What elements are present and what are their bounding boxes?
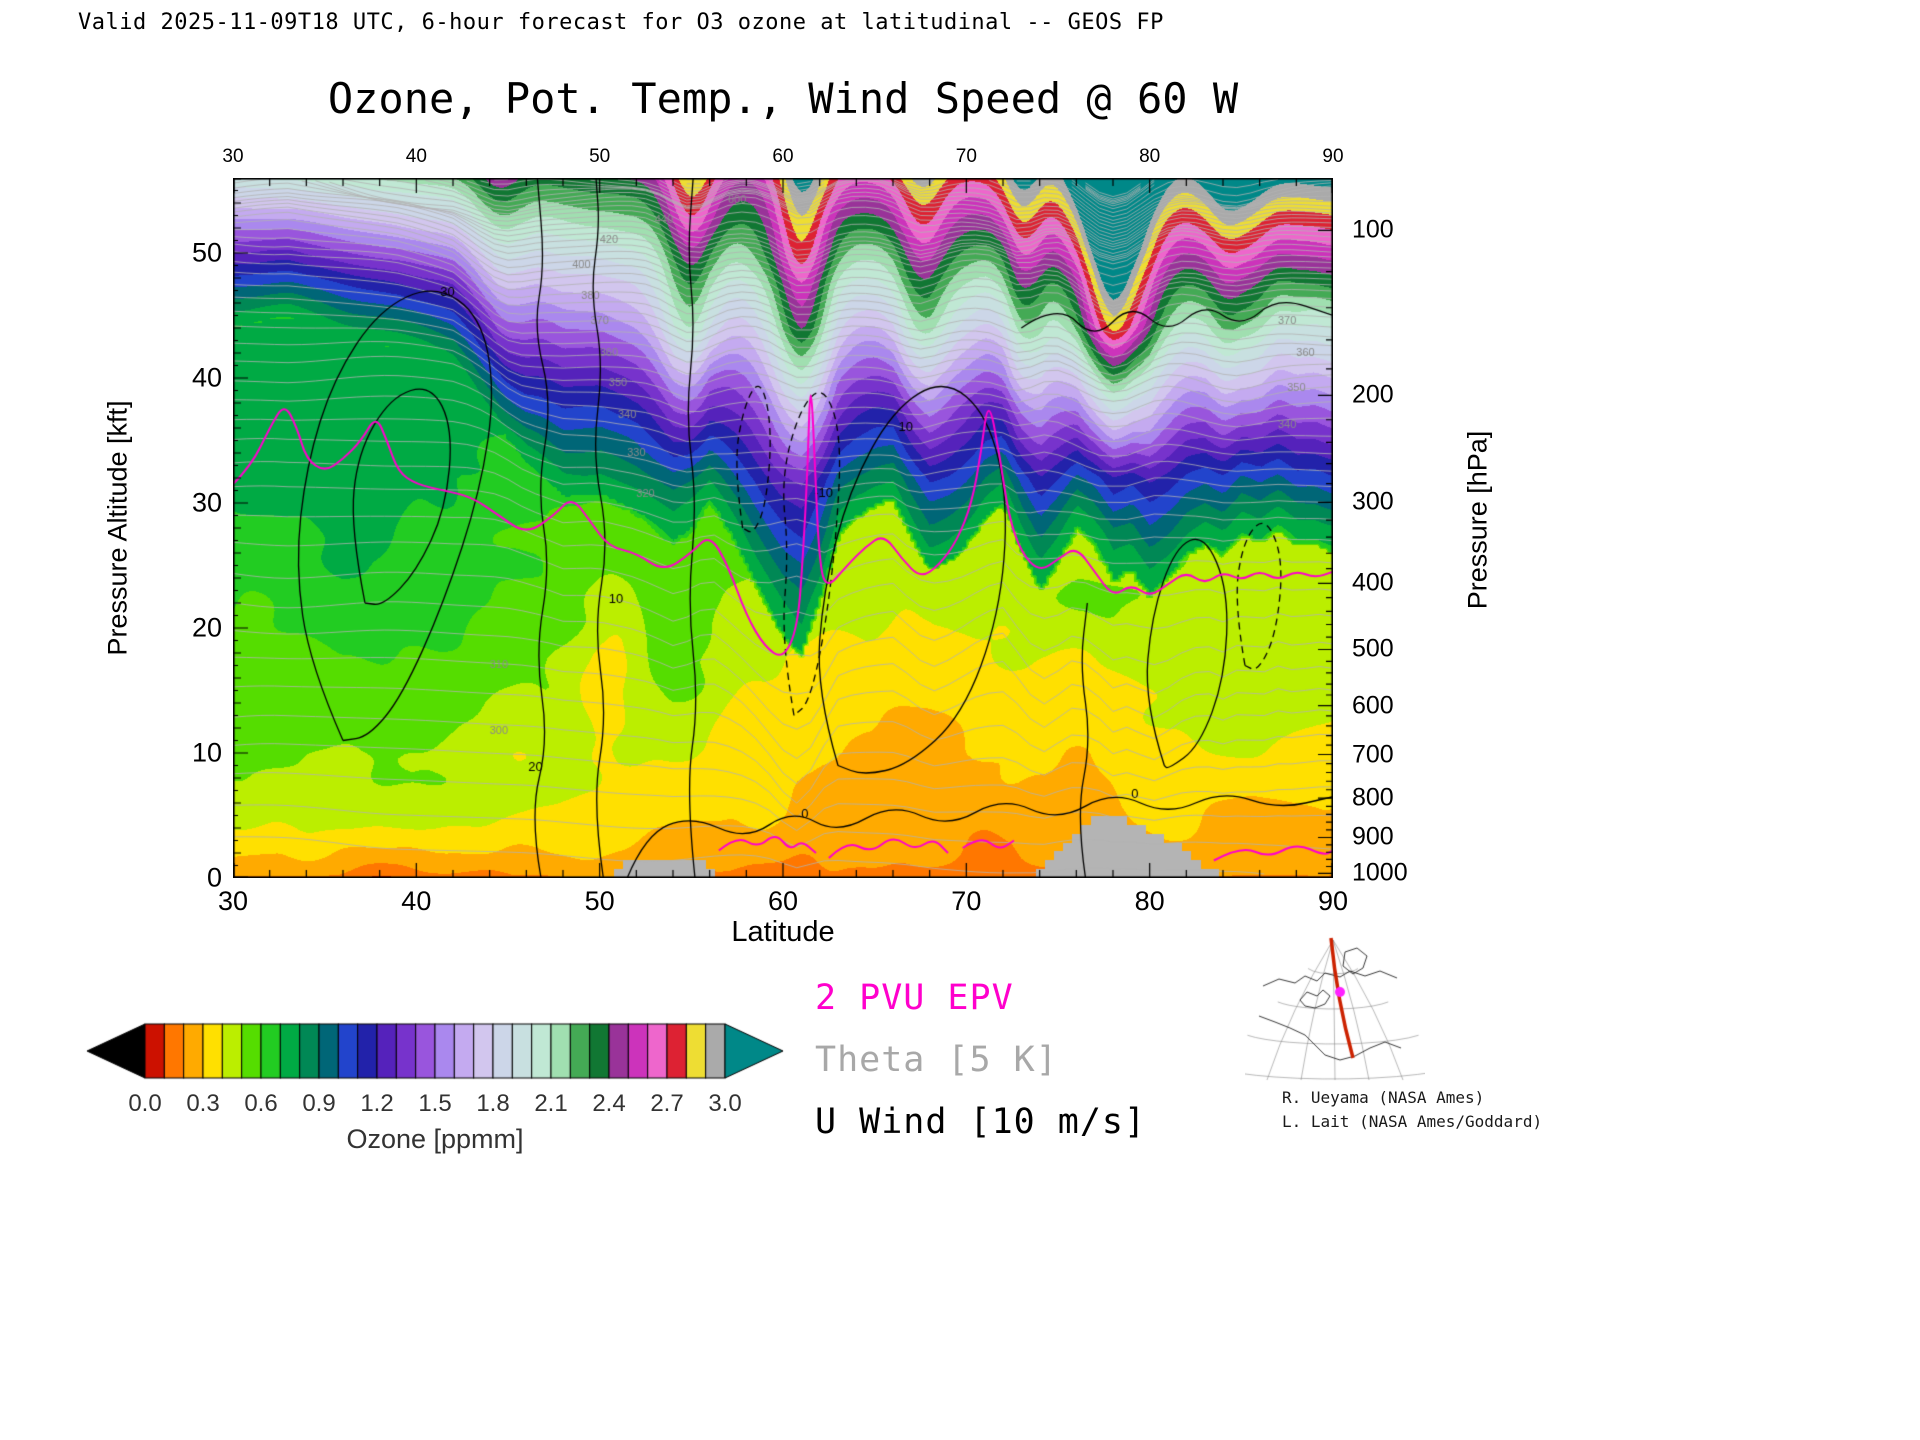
tick-label: 2.7 bbox=[650, 1090, 684, 1117]
tick-label: 2.1 bbox=[534, 1090, 568, 1117]
tick-label: 300 bbox=[1352, 487, 1394, 516]
tick-label: 60 bbox=[767, 886, 799, 916]
chart-title: Ozone, Pot. Temp., Wind Speed @ 60 W bbox=[327, 74, 1239, 123]
tick-label: 600 bbox=[1352, 691, 1394, 720]
header-valid-line: Valid 2025-11-09T18 UTC, 6-hour forecast… bbox=[78, 10, 1164, 35]
cross-section-plot bbox=[233, 178, 1333, 878]
tick-label: 400 bbox=[1352, 568, 1394, 597]
tick-label: 70 bbox=[951, 886, 982, 916]
tick-label: 90 bbox=[1317, 886, 1349, 916]
tick-label: 50 bbox=[589, 146, 611, 167]
legend-uwind-label: U Wind [10 m/s] bbox=[815, 1102, 1147, 1142]
colorbar bbox=[85, 1018, 785, 1084]
tick-label: 0.9 bbox=[302, 1090, 336, 1117]
tick-label: 1.5 bbox=[418, 1090, 452, 1117]
tick-label: 40 bbox=[191, 362, 222, 393]
tick-label: 900 bbox=[1352, 822, 1394, 851]
tick-label: 20 bbox=[191, 612, 222, 643]
tick-label: 1000 bbox=[1352, 858, 1408, 887]
tick-label: 50 bbox=[191, 237, 222, 268]
tick-label: 80 bbox=[1139, 146, 1161, 167]
tick-label: 40 bbox=[401, 886, 432, 916]
tick-label: 50 bbox=[584, 886, 615, 916]
y-axis-right-label: Pressure [hPa] bbox=[1462, 430, 1493, 610]
x-axis-label: Latitude bbox=[731, 916, 835, 948]
tick-label: 0.0 bbox=[128, 1090, 162, 1117]
legend-epv-label: 2 PVU EPV bbox=[815, 978, 1014, 1018]
tick-label: 30 bbox=[222, 146, 244, 167]
y-axis-left-label: Pressure Altitude [kft] bbox=[102, 400, 133, 656]
legend-theta-label: Theta [5 K] bbox=[815, 1040, 1058, 1080]
inset-map bbox=[1245, 930, 1425, 1090]
tick-label: 200 bbox=[1352, 380, 1394, 409]
tick-label: 700 bbox=[1352, 740, 1394, 769]
tick-label: 0 bbox=[206, 862, 222, 893]
tick-label: 0.3 bbox=[186, 1090, 220, 1117]
tick-label: 0.6 bbox=[244, 1090, 278, 1117]
tick-label: 1.8 bbox=[476, 1090, 510, 1117]
tick-label: 60 bbox=[772, 146, 794, 167]
tick-label: 70 bbox=[955, 146, 977, 167]
colorbar-label: Ozone [ppmm] bbox=[346, 1124, 524, 1154]
tick-label: 800 bbox=[1352, 783, 1394, 812]
tick-label: 10 bbox=[191, 737, 222, 768]
tick-label: 100 bbox=[1352, 215, 1394, 244]
tick-label: 1.2 bbox=[360, 1090, 394, 1117]
credit-line-1: R. Ueyama (NASA Ames) bbox=[1282, 1088, 1485, 1107]
tick-label: 3.0 bbox=[708, 1090, 742, 1117]
credit-line-2: L. Lait (NASA Ames/Goddard) bbox=[1282, 1112, 1543, 1131]
tick-label: 80 bbox=[1134, 886, 1165, 916]
tick-label: 30 bbox=[191, 487, 222, 518]
tick-label: 90 bbox=[1322, 146, 1344, 167]
tick-label: 40 bbox=[405, 146, 427, 167]
tick-label: 30 bbox=[217, 886, 249, 916]
tick-label: 2.4 bbox=[592, 1090, 626, 1117]
tick-label: 500 bbox=[1352, 634, 1394, 663]
